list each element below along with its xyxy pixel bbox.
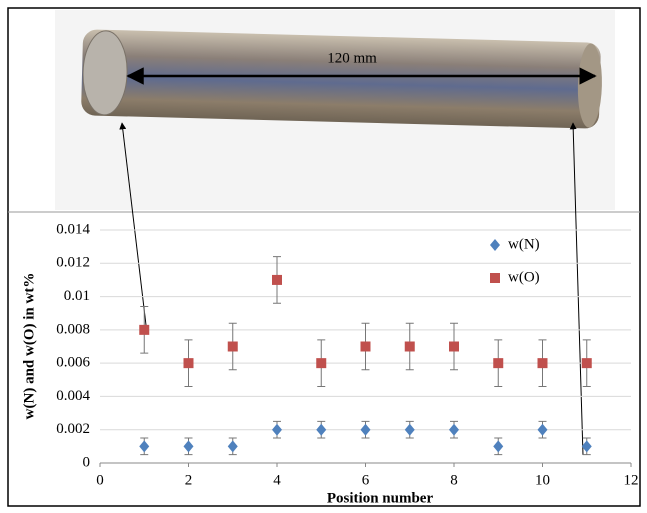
marker <box>449 423 459 436</box>
marker <box>360 341 371 352</box>
annotation: 120 mm <box>327 50 377 66</box>
marker <box>493 440 504 453</box>
x-tick-label: 10 <box>535 472 550 488</box>
legend-label: w(N) <box>508 236 540 252</box>
x-tick-label: 8 <box>450 472 458 488</box>
marker <box>490 239 500 251</box>
marker <box>490 273 500 283</box>
legend-label: w(O) <box>508 269 540 285</box>
marker <box>139 324 150 335</box>
marker <box>581 358 592 369</box>
y-tick-label: 0.008 <box>56 321 90 337</box>
x-axis-label: Position number <box>327 490 434 506</box>
marker <box>404 423 415 436</box>
y-tick-label: 0.012 <box>56 255 90 271</box>
marker <box>316 423 327 436</box>
marker <box>404 341 415 352</box>
marker <box>227 341 238 352</box>
marker <box>183 358 194 369</box>
y-axis-label: w(N) and w(O) in wt% <box>21 273 37 420</box>
marker <box>493 358 504 369</box>
marker <box>227 440 238 453</box>
marker <box>360 423 371 436</box>
marker <box>537 423 548 436</box>
marker <box>449 341 459 352</box>
marker <box>272 274 282 285</box>
marker <box>139 440 150 453</box>
marker <box>581 440 592 453</box>
rod-photo <box>81 29 602 129</box>
pointer-arrow <box>569 122 584 456</box>
y-tick-label: 0.004 <box>56 388 90 404</box>
marker <box>183 440 194 453</box>
y-tick-label: 0.002 <box>56 421 90 437</box>
x-tick-label: 2 <box>185 472 193 488</box>
y-tick-label: 0 <box>83 454 91 470</box>
marker <box>316 358 327 369</box>
pointer-arrow <box>119 122 147 326</box>
x-tick-label: 6 <box>362 472 370 488</box>
x-tick-label: 0 <box>96 472 104 488</box>
y-tick-label: 0.014 <box>56 221 90 237</box>
marker <box>537 358 548 369</box>
x-tick-label: 12 <box>624 472 639 488</box>
y-tick-label: 0.01 <box>64 288 90 304</box>
y-tick-label: 0.006 <box>56 355 90 371</box>
marker <box>272 423 282 436</box>
x-tick-label: 4 <box>273 472 281 488</box>
